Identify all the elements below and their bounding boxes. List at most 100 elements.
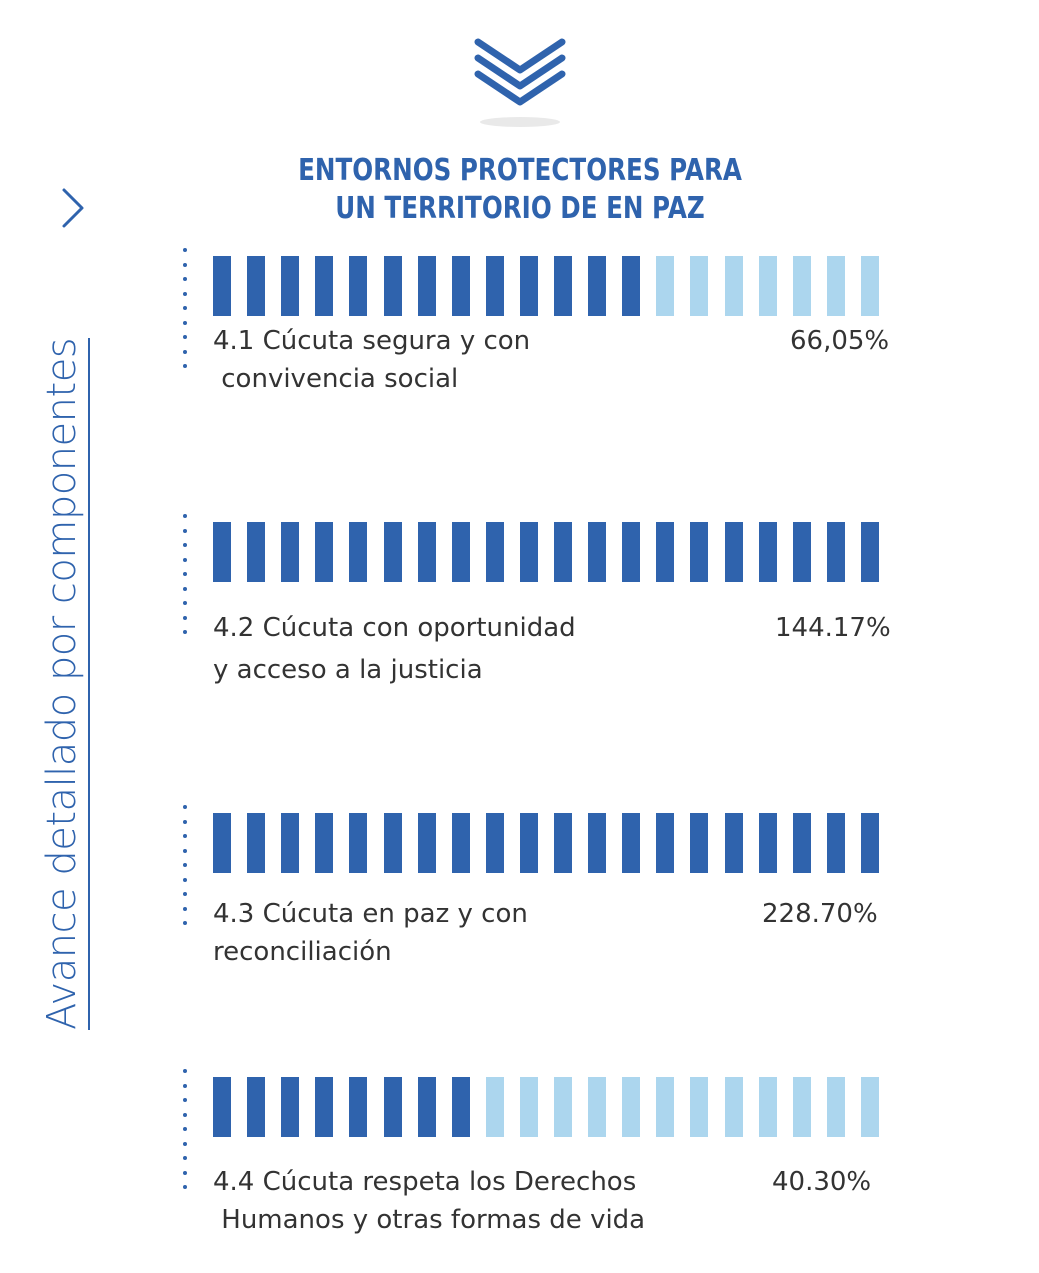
bar-segment-empty [792,256,811,316]
bar-segment-filled [792,813,811,873]
component-label-line-1: 4.4 Cúcuta respeta los Derechos [213,1167,637,1197]
guide-dot [183,848,187,853]
bar-segment-filled [690,522,709,582]
guide-dot [183,1127,187,1131]
bar-segment-filled [349,522,368,582]
bar-segment-filled [315,813,334,873]
guide-dot [183,906,187,911]
component-percentage: 228.70% [762,899,878,929]
component-percentage: 66,05% [790,326,890,356]
bar-segment-filled [588,813,607,873]
component-label-line-1: 4.2 Cúcuta con oportunidad [213,613,576,643]
segmented-bar [213,1077,879,1137]
bar-segment-empty [724,256,743,316]
bar-segment-filled [383,256,402,316]
segmented-bar [213,256,879,316]
bar-segment-filled [622,256,641,316]
bar-segment-filled [213,813,231,873]
side-label: Avance detallado por componentes [39,230,100,1030]
guide-dot [183,349,187,354]
guide-dot [183,306,187,310]
guide-dot [183,528,187,533]
guide-dot [183,1185,187,1189]
bar-segment-filled [622,522,641,582]
component-label-line-2: convivencia social [213,364,459,394]
bar-segment-filled [758,522,777,582]
guide-dot [183,863,187,867]
guide-dot [183,335,187,339]
bar-segment-empty [758,1077,777,1137]
bar-segment-filled [860,813,879,873]
component-percentage: 144.17% [775,613,891,643]
bar-segment-filled [826,522,845,582]
guide-dot [183,543,187,547]
bar-segment-filled [792,522,811,582]
title-line-2: UN TERRITORIO DE EN PAZ [335,191,705,226]
guide-dot [183,615,187,620]
chart-title: ENTORNOS PROTECTORES PARA UN TERRITORIO … [290,152,749,228]
guide-dot [183,1083,187,1088]
bar-segment-filled [247,813,266,873]
bar-segment-empty [826,1077,845,1137]
bar-segment-filled [451,256,470,316]
bar-segment-filled [519,256,538,316]
component-label-line-1: 4.3 Cúcuta en paz y con [213,899,528,929]
bar-segment-empty [758,256,777,316]
guide-dot [183,364,187,368]
bar-segment-filled [622,813,641,873]
bar-segment-filled [281,256,300,316]
chevron-down-icon [474,38,566,127]
bar-segment-filled [724,522,743,582]
guide-dot [183,320,187,325]
bar-segment-filled [519,813,538,873]
bar-segment-filled [247,1077,266,1137]
bar-segment-filled [519,522,538,582]
bar-segment-empty [826,256,845,316]
component-label: 4.2 Cúcuta con oportunidad y acceso a la … [213,609,576,689]
bar-segment-filled [554,813,572,873]
bar-segment-filled [213,256,231,316]
guide-dot [183,557,187,562]
bar-segment-filled [315,256,334,316]
bar-segment-filled [349,1077,368,1137]
bar-segment-filled [349,256,368,316]
bar-segment-filled [315,522,334,582]
segmented-bar [213,522,879,582]
guide-dot [183,291,187,296]
bar-segment-filled [281,522,300,582]
segmented-bar [213,813,879,873]
bar-segment-filled [758,813,777,873]
guide-dot [183,1141,187,1146]
bar-segment-filled [485,813,504,873]
component-label-line-1: 4.1 Cúcuta segura y con [213,326,531,356]
guide-dot [183,277,187,281]
bar-segment-empty [656,1077,675,1137]
bar-segment-empty [690,1077,709,1137]
guide-dot [183,819,187,824]
bar-segment-filled [349,813,368,873]
bar-segment-filled [860,522,879,582]
bar-segment-filled [724,813,743,873]
bar-segment-filled [485,256,504,316]
guide-dot [183,601,187,605]
bar-segment-empty [690,256,709,316]
bar-segment-filled [213,522,231,582]
bar-segment-filled [383,522,402,582]
guide-dot [183,514,187,518]
bar-segment-empty [860,1077,879,1137]
bar-segment-empty [724,1077,743,1137]
bar-segment-filled [690,813,709,873]
guide-dot [183,1069,187,1073]
bar-segment-filled [417,256,436,316]
bar-segment-filled [485,522,504,582]
guide-dot [183,921,187,925]
bar-segment-filled [417,1077,436,1137]
bar-segment-filled [588,522,607,582]
guide-dot [183,877,187,882]
bar-segment-filled [247,522,266,582]
bar-segment-filled [451,1077,470,1137]
guide-dot [183,586,187,591]
guide-dot [183,1156,187,1160]
bar-segment-filled [281,1077,300,1137]
component-label: 4.4 Cúcuta respeta los Derechos Humanos … [213,1163,645,1239]
